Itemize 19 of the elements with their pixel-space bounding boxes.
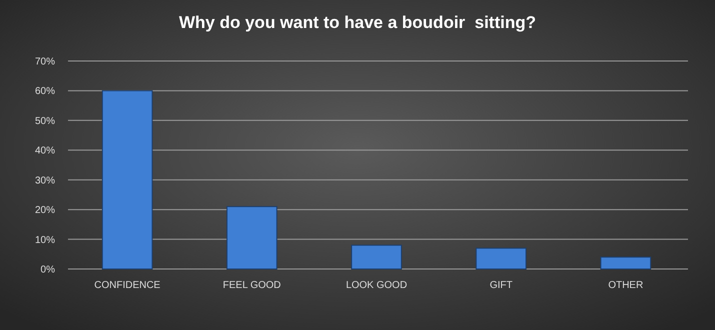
x-tick-label: GIFT <box>490 280 512 291</box>
y-tick-label: 10% <box>34 234 56 246</box>
bar <box>226 206 278 270</box>
y-tick-label: 50% <box>34 116 56 127</box>
y-tick-label: 0% <box>40 264 56 276</box>
chart-title: Why do you want to have a boudoir sitting? <box>179 13 536 32</box>
bar <box>476 248 527 270</box>
x-tick-label: FEEL GOOD <box>222 280 281 291</box>
bar <box>102 90 153 270</box>
bar <box>351 244 402 270</box>
y-tick-label: 20% <box>34 205 56 216</box>
y-tick-label: 60% <box>34 86 56 98</box>
bar <box>600 256 652 270</box>
x-tick-label: LOOK GOOD <box>346 280 408 291</box>
y-tick-label: 70% <box>34 56 56 68</box>
y-tick-label: 40% <box>34 146 56 157</box>
y-tick-label: 30% <box>34 175 56 186</box>
x-tick-label: CONFIDENCE <box>94 280 161 291</box>
x-tick-label: OTHER <box>608 280 644 291</box>
